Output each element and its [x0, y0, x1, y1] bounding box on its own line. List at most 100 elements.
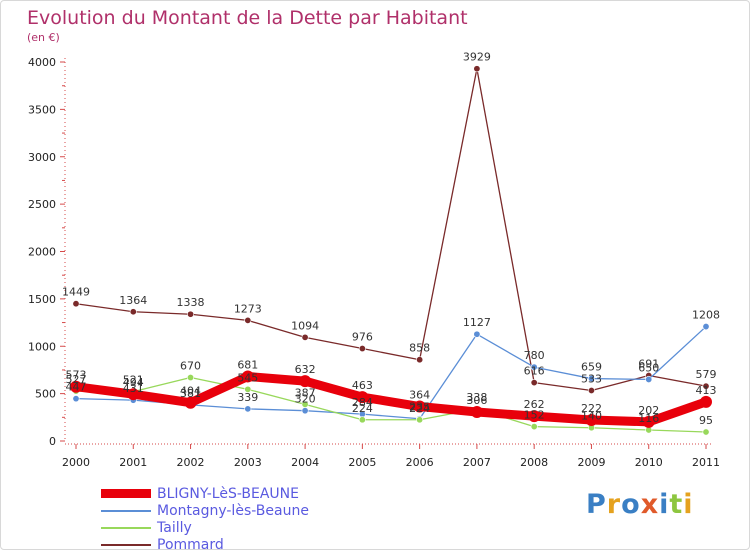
- data-point: [416, 416, 424, 424]
- data-label: 1127: [463, 316, 491, 329]
- data-label: 262: [524, 398, 545, 411]
- data-label: 521: [123, 374, 144, 387]
- legend-item: Pommard: [101, 536, 309, 549]
- data-point: [587, 375, 595, 383]
- data-label: 1338: [177, 296, 205, 309]
- data-label: 222: [581, 402, 602, 415]
- data-point: [301, 400, 309, 408]
- data-label: 976: [352, 331, 373, 344]
- data-point: [530, 379, 538, 387]
- data-point: [187, 310, 195, 318]
- data-point: [470, 406, 483, 419]
- data-label: 1208: [692, 309, 720, 322]
- x-tick-label: 2004: [291, 456, 319, 469]
- x-tick-label: 2003: [234, 456, 262, 469]
- data-point: [70, 380, 82, 393]
- data-label: 306: [466, 394, 487, 407]
- data-label: 670: [180, 360, 201, 373]
- y-tick-label: 1000: [28, 340, 56, 353]
- data-point: [702, 382, 710, 390]
- data-point: [413, 400, 426, 413]
- data-label: 573: [66, 369, 87, 382]
- data-label: 95: [699, 414, 713, 427]
- series-line: [71, 371, 711, 427]
- data-label: 527: [66, 373, 87, 386]
- data-label: 364: [409, 389, 430, 402]
- data-label: 691: [638, 358, 659, 371]
- data-label: 1273: [234, 302, 262, 315]
- y-tick-label: 1500: [28, 293, 56, 306]
- legend-swatch: [101, 543, 151, 546]
- data-label: 533: [581, 372, 602, 385]
- data-label: 780: [524, 349, 545, 362]
- x-tick-label: 2005: [348, 456, 376, 469]
- legend-label: Tailly: [157, 519, 192, 536]
- legend-label: BLIGNY-LèS-BEAUNE: [157, 485, 299, 502]
- data-point: [129, 308, 137, 316]
- legend-item: Montagny-lès-Beaune: [101, 502, 309, 519]
- data-label: 650: [638, 361, 659, 374]
- legend-swatch: [101, 489, 151, 498]
- x-tick-label: 2007: [463, 456, 491, 469]
- x-tick-label: 2000: [62, 456, 90, 469]
- data-point: [299, 375, 312, 388]
- data-point: [702, 323, 710, 331]
- data-point: [127, 388, 140, 401]
- y-tick-label: 2000: [28, 246, 56, 259]
- data-point: [473, 330, 481, 338]
- data-label: 659: [581, 361, 602, 374]
- data-point: [301, 407, 309, 415]
- x-tick-label: 2008: [520, 456, 548, 469]
- legend-label: Montagny-lès-Beaune: [157, 502, 309, 519]
- data-label: 545: [237, 371, 258, 384]
- data-point: [358, 416, 366, 424]
- data-label: 431: [123, 382, 144, 395]
- data-label: 616: [524, 365, 545, 378]
- data-label: 413: [696, 384, 717, 397]
- data-point: [187, 374, 195, 382]
- data-label: 579: [696, 368, 717, 381]
- data-label: 116: [638, 412, 659, 425]
- data-point: [642, 415, 655, 428]
- data-label: 338: [466, 391, 487, 404]
- y-tick-label: 3500: [28, 103, 56, 116]
- x-tick-label: 2002: [177, 456, 205, 469]
- data-label: 681: [237, 358, 258, 371]
- data-label: 858: [409, 342, 430, 355]
- data-point: [184, 396, 197, 409]
- data-label: 1094: [291, 319, 319, 332]
- legend-item: BLIGNY-LèS-BEAUNE: [101, 485, 309, 502]
- data-label: 140: [581, 410, 602, 423]
- data-label: 152: [524, 409, 545, 422]
- data-label: 463: [352, 379, 373, 392]
- chart-subtitle: (en €): [27, 31, 60, 44]
- x-tick-label: 2009: [577, 456, 605, 469]
- data-point: [416, 356, 424, 364]
- data-point: [585, 413, 598, 426]
- data-label: 224: [352, 402, 373, 415]
- data-point: [587, 386, 595, 394]
- legend-item: Tailly: [101, 519, 309, 536]
- data-point: [473, 65, 481, 73]
- legend-swatch: [101, 509, 151, 512]
- x-tick-label: 2010: [635, 456, 663, 469]
- data-point: [72, 395, 80, 403]
- data-label: 320: [295, 393, 316, 406]
- series-line: [75, 68, 707, 392]
- data-point: [356, 391, 369, 404]
- x-tick-label: 2006: [406, 456, 434, 469]
- data-point: [702, 428, 710, 436]
- data-label: 404: [180, 385, 201, 398]
- chart-title: Evolution du Montant de la Dette par Hab…: [27, 7, 468, 29]
- data-point: [700, 395, 712, 408]
- data-label: 224: [409, 402, 430, 415]
- data-point: [358, 345, 366, 353]
- data-point: [244, 405, 252, 413]
- data-point: [72, 300, 80, 308]
- x-tick-label: 2011: [692, 456, 720, 469]
- data-point: [530, 363, 538, 371]
- y-tick-label: 3000: [28, 151, 56, 164]
- y-tick-label: 4000: [28, 56, 56, 69]
